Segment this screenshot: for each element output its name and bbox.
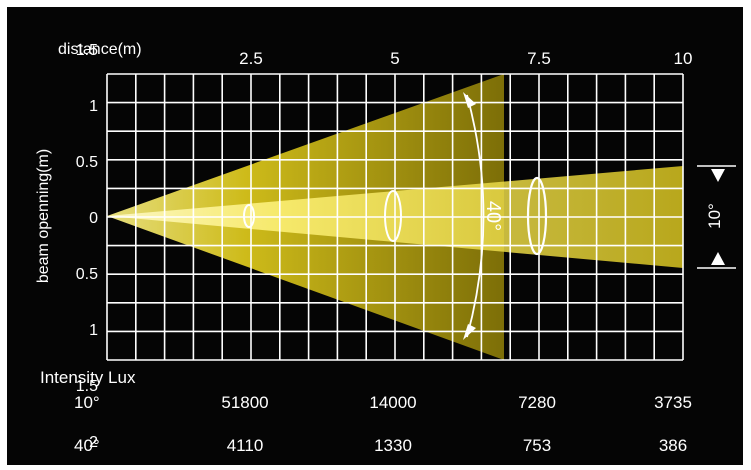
beam-section-2.5m: [243, 204, 255, 228]
distance-tick-label: 10: [674, 49, 693, 68]
intensity-value: 753: [522, 436, 552, 455]
intensity-value: 3735: [654, 393, 692, 412]
opening-tick-label: 2: [89, 434, 98, 451]
angle-40-arc: [466, 94, 485, 338]
distance-axis-label: distance(m): [58, 41, 142, 58]
angle-40-label: 40°: [482, 201, 504, 231]
intensity-value: 4110: [226, 436, 264, 455]
intensity-title: Intensity Lux: [40, 368, 136, 387]
angle-40-arrow-top: [463, 92, 476, 108]
opening-tick-label: 1: [89, 322, 98, 339]
opening-tick-label: 1.5: [76, 42, 98, 59]
beam-section-7.5m: [526, 176, 548, 256]
grid: [106, 73, 684, 361]
intensity-value: 7280: [518, 393, 556, 412]
intensity-value: 51800: [221, 393, 269, 412]
opening-tick-label: 0.5: [76, 266, 98, 283]
opening-tick-label: 1.5: [76, 378, 98, 395]
opening-tick-label: 0: [89, 210, 98, 227]
distance-tick-label: 2.5: [239, 49, 263, 68]
angle-10-arrow-top: [711, 169, 725, 182]
opening-axis-label: beam openning(m): [35, 149, 52, 283]
distance-tick-label: 7.5: [527, 49, 551, 68]
intensity-value: 14000: [369, 393, 417, 412]
beam-section-5m: [384, 190, 402, 242]
opening-tick-label: 2: [89, 0, 98, 3]
intensity-value: 386: [658, 436, 688, 455]
opening-tick-label: 1: [89, 98, 98, 115]
distance-tick-label: 5: [390, 49, 399, 68]
opening-tick-label: 0.5: [76, 154, 98, 171]
intensity-value: 1330: [374, 436, 412, 455]
angle-10-arrow-bottom: [711, 252, 725, 265]
intensity-row-angle: 10°: [74, 393, 100, 412]
angle-40-arrow-bottom: [463, 324, 476, 340]
intensity-row-angle: 40°: [74, 436, 100, 455]
angle-10-label: 10°: [705, 203, 724, 229]
